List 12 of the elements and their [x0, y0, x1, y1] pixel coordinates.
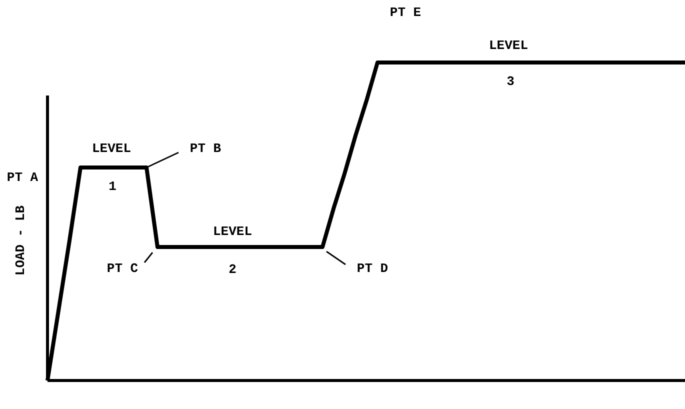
annotation: PT C [106, 261, 138, 276]
annotation: LEVEL [212, 224, 252, 239]
annotation: 1 [108, 179, 117, 194]
annotation: PT D [356, 261, 388, 276]
text: LEVEL [488, 38, 528, 53]
text: PT E [390, 5, 422, 20]
annotation: 2 [228, 262, 237, 277]
annotation: PT B [190, 141, 222, 156]
text: PT A [6, 170, 38, 185]
y-axis-title: LOAD - LB [13, 205, 28, 276]
annotation: LEVEL [92, 141, 132, 156]
annotation: 3 [506, 74, 515, 89]
